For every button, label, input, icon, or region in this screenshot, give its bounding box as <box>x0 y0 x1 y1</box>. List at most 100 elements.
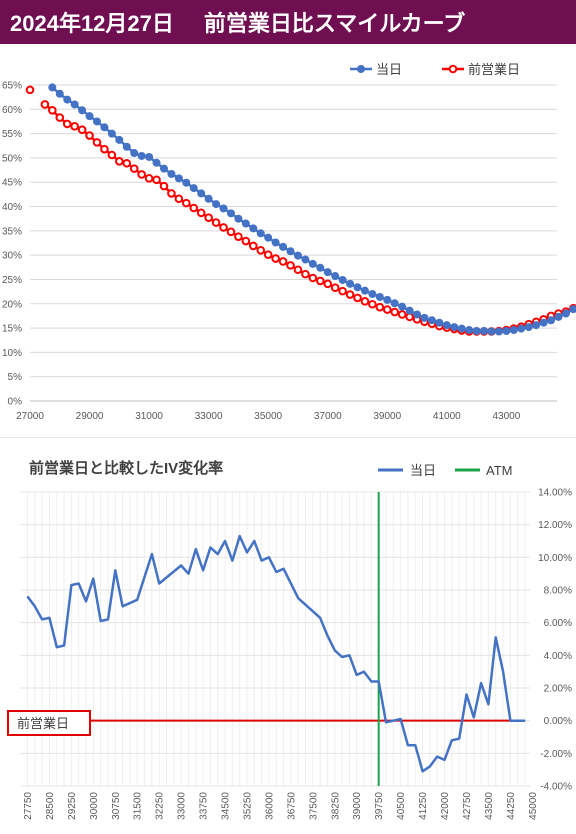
x-tick-label: 39750 <box>374 792 385 820</box>
data-point-today <box>231 560 233 562</box>
data-point-today <box>308 259 317 268</box>
legend-marker-prev-day <box>448 64 458 74</box>
data-point-today <box>279 242 288 251</box>
data-point-prev-day <box>48 105 57 115</box>
data-point-today <box>323 268 332 277</box>
data-point-today <box>360 286 369 295</box>
data-point-today <box>414 744 416 746</box>
y-tick-label: -2.00% <box>540 749 572 760</box>
data-point-today <box>405 306 414 315</box>
data-point-prev-day <box>226 227 236 237</box>
data-point-today <box>78 106 87 115</box>
data-point-today <box>234 214 243 223</box>
y-tick-label: 6.00% <box>544 618 572 629</box>
x-tick-label: 33750 <box>199 792 210 820</box>
data-point-prev-day <box>293 265 303 275</box>
y-tick-label: 30% <box>2 251 22 262</box>
data-point-prev-day <box>263 250 273 259</box>
data-point-today <box>532 321 541 330</box>
data-point-today <box>297 597 299 599</box>
data-point-today <box>383 295 392 304</box>
data-point-prev-day <box>100 144 109 154</box>
data-point-today <box>450 323 459 332</box>
x-tick-label: 41250 <box>418 792 429 820</box>
iv-change-panel: 前営業日と比較したIV変化率 14.00% 12.00% 10.00% 8.00% 6.0… <box>0 438 576 829</box>
y-tick-label: 5% <box>8 372 23 383</box>
y-tick-label: 4.00% <box>544 651 572 662</box>
data-point-today <box>246 551 248 553</box>
data-point-today <box>509 720 511 722</box>
x-tick-label: 28500 <box>45 792 56 820</box>
data-point-prev-day <box>390 307 400 317</box>
x-tick-label: 38250 <box>330 792 341 820</box>
data-point-today <box>457 324 466 333</box>
x-tick-label: 36000 <box>264 792 275 820</box>
legend-marker-today <box>357 65 365 73</box>
data-point-prev-day <box>182 198 191 208</box>
data-point-today <box>569 305 576 314</box>
data-point-today <box>85 112 94 121</box>
data-point-today <box>442 321 451 330</box>
data-point-prev-day <box>174 194 184 204</box>
data-point-prev-day <box>196 208 206 218</box>
data-point-today <box>217 553 219 555</box>
data-point-prev-day <box>315 276 325 286</box>
data-point-today <box>502 326 511 335</box>
data-point-prev-day <box>144 174 154 183</box>
header-banner: 2024年12月27日 前営業日比スマイルカーブ <box>0 0 576 44</box>
data-point-today <box>346 279 355 288</box>
data-point-prev-day <box>308 273 318 283</box>
data-point-today <box>316 263 325 272</box>
baseline-label-box <box>7 710 91 736</box>
data-point-today <box>70 584 72 586</box>
data-point-today <box>301 255 310 264</box>
x-tick-label: 39000 <box>352 792 363 820</box>
data-point-today <box>264 233 273 242</box>
x-tick-label: 31000 <box>135 411 163 422</box>
data-point-today <box>561 309 570 318</box>
data-point-today <box>326 635 328 637</box>
y-tick-label: 0.00% <box>544 716 572 727</box>
data-point-today <box>363 671 365 673</box>
data-point-today <box>224 540 226 542</box>
data-point-prev-day <box>330 283 340 293</box>
data-point-prev-day <box>234 232 243 241</box>
series-line-prev-day <box>44 103 576 333</box>
data-point-today <box>509 326 518 335</box>
data-point-today <box>145 152 154 161</box>
data-point-prev-day <box>323 279 333 289</box>
data-point-today <box>465 694 467 696</box>
y-tick-label: 50% <box>2 153 22 164</box>
data-point-today <box>286 247 295 256</box>
x-tick-label: 34500 <box>221 792 232 820</box>
data-point-today <box>271 238 280 247</box>
data-point-today <box>137 151 146 160</box>
legend-label-today: 当日 <box>376 62 402 77</box>
y-tick-label: 60% <box>2 105 22 116</box>
data-point-today <box>472 326 481 335</box>
data-point-today <box>494 327 503 336</box>
data-point-today <box>517 324 526 333</box>
x-tick-label: 31500 <box>133 792 144 820</box>
data-point-prev-day <box>353 293 362 303</box>
data-point-today <box>547 316 556 325</box>
data-point-prev-day <box>219 223 228 232</box>
data-point-prev-day <box>77 125 87 135</box>
data-point-today <box>70 100 79 109</box>
data-point-today <box>197 189 206 198</box>
data-point-prev-day <box>122 158 132 168</box>
data-point-today <box>375 292 384 301</box>
data-point-prev-day <box>25 85 35 95</box>
data-point-today <box>195 548 197 550</box>
data-point-today <box>435 318 444 327</box>
y-tick-label: -4.00% <box>540 782 572 793</box>
data-point-today <box>107 129 116 138</box>
x-tick-label: 40500 <box>396 792 407 820</box>
data-point-today <box>55 89 64 98</box>
data-point-today <box>239 535 241 537</box>
y-tick-label: 10% <box>2 348 22 359</box>
y-tick-label: 20% <box>2 299 22 310</box>
data-point-today <box>465 326 474 335</box>
data-point-today <box>204 194 213 203</box>
data-point-today <box>427 316 436 325</box>
